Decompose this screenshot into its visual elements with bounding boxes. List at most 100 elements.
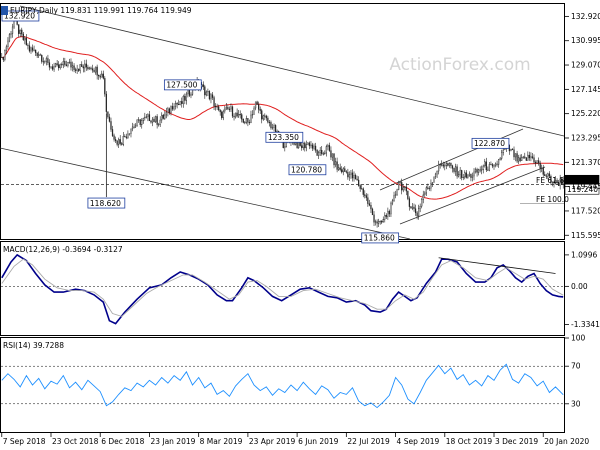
candle-body	[171, 106, 174, 110]
candle-body	[374, 221, 377, 223]
channel-upper-line	[19, 5, 565, 137]
candle-body	[61, 64, 63, 66]
candle-body	[308, 142, 311, 147]
candle-body	[499, 158, 501, 160]
candle-body	[87, 66, 89, 70]
candle-body	[414, 208, 417, 213]
candle-body	[202, 84, 204, 87]
candle-body	[134, 124, 137, 128]
candle-body	[474, 169, 477, 173]
candle-body	[190, 94, 192, 96]
candle-body	[513, 149, 515, 158]
price-label-text: 118.620	[90, 199, 121, 208]
candle-body	[353, 175, 355, 179]
candle-body	[270, 122, 272, 129]
candle-body	[521, 157, 523, 161]
candle-body	[179, 101, 181, 105]
candle-body	[105, 93, 107, 112]
candle-body	[473, 171, 475, 177]
candle-body	[524, 156, 526, 158]
candle-body	[185, 93, 187, 101]
price-labels: 132.920 127.500 118.620 123.350 120.780 115.8…	[1, 10, 600, 244]
price-axis-tick-label: 130.995	[571, 36, 600, 45]
candle-body	[253, 107, 255, 115]
candle-body	[536, 160, 538, 164]
candle-body	[496, 163, 498, 165]
candle-body	[159, 119, 161, 125]
candle-body	[224, 108, 226, 112]
price-axis: 132.920 130.995 129.070 127.145 125.220 123.2…	[565, 12, 600, 240]
candle-body	[110, 121, 112, 130]
moving-average-path	[1, 36, 564, 200]
candle-body	[401, 182, 403, 191]
candle-body	[133, 126, 135, 128]
price-label-box	[163, 79, 202, 91]
candle-body	[364, 194, 366, 196]
moving-average-line	[1, 36, 564, 200]
candle-body	[482, 165, 484, 170]
candle-body	[341, 169, 343, 173]
candle-body	[81, 64, 83, 67]
candle-body	[478, 169, 480, 173]
candle-body	[394, 193, 397, 196]
candle-body	[5, 46, 8, 51]
candle-body	[245, 118, 247, 123]
price-label-box	[87, 197, 126, 209]
candle-body	[448, 163, 451, 166]
candle-body	[301, 145, 303, 149]
candle-body	[58, 64, 60, 69]
candle-body	[322, 153, 324, 155]
candle-body	[430, 183, 432, 189]
candle-body	[158, 124, 160, 126]
price-label-box	[471, 137, 510, 149]
candle-body	[304, 142, 306, 149]
candle-body	[556, 180, 558, 184]
watermark: ActionForex.com	[389, 55, 530, 75]
candle-body	[51, 66, 54, 70]
price-label-box	[288, 164, 327, 176]
candle-body	[542, 167, 544, 175]
candle-body	[216, 106, 218, 108]
price-tag-text: 119.949	[567, 176, 598, 185]
candle-body	[145, 116, 147, 118]
candle-body	[184, 96, 186, 101]
date-axis-tick-label: 6 Dec 2018	[101, 437, 144, 446]
candle-body	[539, 162, 541, 169]
candle-body	[411, 206, 414, 209]
candle-body	[25, 37, 28, 46]
candle-body	[333, 153, 335, 166]
candle-body	[234, 112, 237, 118]
candle-body	[170, 106, 172, 113]
candle-body	[54, 63, 57, 67]
candle-body	[107, 111, 109, 118]
candle-body	[462, 176, 464, 178]
candle-body	[422, 194, 424, 200]
candle-body	[18, 24, 20, 34]
macd-trendline	[438, 257, 556, 274]
candle-body	[381, 220, 383, 223]
candle-body	[124, 136, 126, 138]
price-label-box	[361, 232, 400, 244]
candle-body	[41, 55, 43, 62]
price-label-text: 123.350	[268, 133, 299, 142]
price-label-text: 127.500	[166, 81, 197, 90]
candle-body	[267, 117, 269, 123]
candle-body	[488, 164, 491, 171]
candle-body	[347, 171, 349, 178]
candle-body	[182, 96, 184, 104]
candle-body	[399, 182, 401, 184]
candle-body	[94, 66, 97, 73]
candle-body	[396, 189, 398, 195]
price-axis-tick-label: 121.370	[571, 158, 600, 167]
price-axis-tick-label: 125.220	[571, 109, 600, 118]
candle-body	[213, 97, 215, 107]
candle-body	[104, 78, 106, 95]
candle-body	[451, 165, 454, 169]
candle-body	[238, 114, 240, 117]
candle-body	[378, 221, 380, 224]
candle-body	[261, 110, 263, 120]
candle-body	[528, 154, 531, 159]
date-axis-tick-label: 8 Mar 2019	[200, 437, 243, 446]
candle-body	[121, 143, 123, 145]
candle-body	[324, 152, 326, 155]
